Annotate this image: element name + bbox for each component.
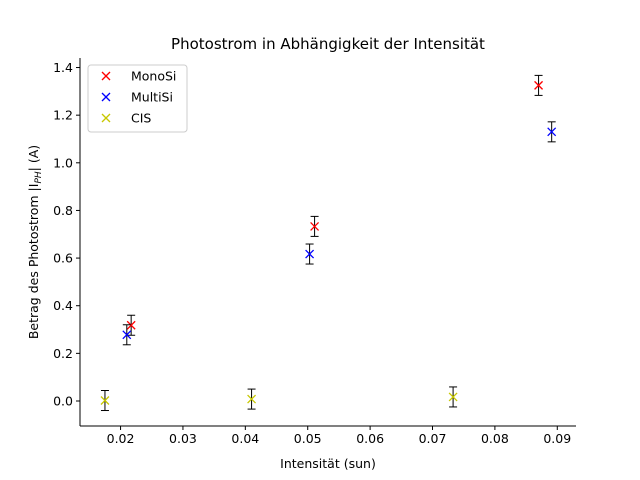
y-tick-label: 1.2: [53, 108, 73, 123]
series-cis: [100, 386, 458, 412]
legend: MonoSi MultiSi CIS: [87, 64, 188, 133]
x-tick-label: 0.05: [294, 431, 322, 446]
y-tick-label: 0.4: [53, 298, 73, 313]
data-point: [122, 330, 132, 340]
data-point: [310, 221, 320, 231]
x-tick-label: 0.09: [543, 431, 571, 446]
x-tick-label: 0.06: [356, 431, 384, 446]
y-tick-label: 1.4: [53, 60, 73, 75]
series-multisi: [122, 121, 557, 346]
legend-label: CIS: [131, 111, 151, 126]
legend-marker: [101, 92, 111, 102]
x-axis-title: Intensität (sun): [280, 456, 376, 471]
legend-items: MonoSi MultiSi CIS: [101, 69, 176, 126]
y-tick-label: 0.2: [53, 346, 73, 361]
x-tick-label: 0.04: [231, 431, 259, 446]
legend-item-multisi: MultiSi: [101, 90, 173, 105]
data-point: [305, 249, 315, 259]
data-point: [547, 127, 557, 137]
data-point: [247, 394, 257, 404]
legend-frame: [87, 64, 188, 133]
x-tick-label: 0.02: [107, 431, 135, 446]
y-tick-label: 0.0: [53, 393, 73, 408]
data-point: [126, 320, 136, 330]
y-tick-label: 0.6: [53, 251, 73, 266]
series-layer: [100, 74, 557, 412]
chart-title: Photostrom in Abhängigkeit der Intensitä…: [171, 35, 485, 53]
legend-item-cis: CIS: [101, 111, 151, 126]
series-monosi: [126, 74, 544, 336]
y-axis-title: Betrag des Photostrom |IPH| (A): [26, 145, 44, 339]
legend-item-monosi: MonoSi: [101, 69, 176, 84]
y-axis-title-subscript: PH: [34, 171, 44, 183]
x-ticks: 0.02 0.03 0.04 0.05 0.06 0.07 0.08 0.09: [107, 426, 571, 446]
y-axis-title-suffix: | (A): [26, 145, 41, 172]
x-tick-label: 0.08: [481, 431, 509, 446]
y-ticks: 0.0 0.2 0.4 0.6 0.8 1.0 1.2 1.4: [53, 60, 80, 408]
data-point: [100, 396, 110, 405]
y-tick-label: 1.0: [53, 155, 73, 170]
y-tick-label: 0.8: [53, 203, 73, 218]
legend-marker: [101, 113, 111, 123]
plot-area: 0.02 0.03 0.04 0.05 0.06 0.07 0.08 0.09 0.00.20…: [53, 58, 576, 446]
legend-label: MultiSi: [131, 90, 173, 105]
legend-marker: [101, 71, 111, 81]
data-point: [534, 80, 544, 90]
y-axis-title-main: Betrag des Photostrom |I: [26, 184, 41, 340]
data-point: [448, 392, 458, 402]
x-tick-label: 0.03: [169, 431, 197, 446]
legend-label: MonoSi: [131, 69, 176, 84]
x-tick-label: 0.07: [419, 431, 447, 446]
